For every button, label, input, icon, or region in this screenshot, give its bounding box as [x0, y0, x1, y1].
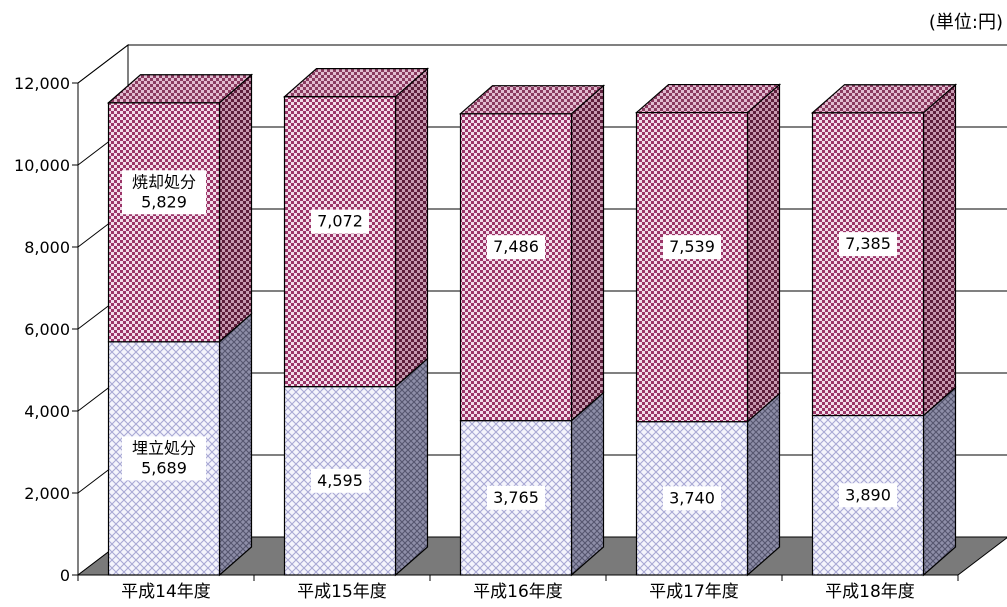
data-label: 3,740	[669, 488, 715, 507]
bar-top	[810, 84, 958, 114]
y-tick-label: 0	[60, 566, 70, 585]
bar-side-landfill	[394, 357, 429, 577]
bar-side-incineration	[218, 73, 253, 344]
data-label: 7,486	[493, 237, 539, 256]
data-label-box	[122, 170, 206, 215]
data-label-box	[839, 232, 897, 257]
data-label-box	[487, 235, 545, 260]
data-label-box	[311, 468, 369, 493]
data-label: 3,890	[845, 485, 891, 504]
bar-side-landfill	[922, 386, 957, 577]
x-category-label: 平成15年度	[297, 582, 387, 602]
bar-side-landfill	[570, 391, 605, 577]
bar-top	[634, 83, 782, 114]
y-tick-label: 8,000	[24, 238, 70, 257]
bar-incineration	[107, 102, 221, 343]
unit-label: (単位:円)	[929, 12, 1003, 33]
y-tick-label: 4,000	[24, 402, 70, 421]
data-label-box	[122, 436, 206, 481]
bar-top	[282, 68, 430, 98]
x-category-label: 平成16年度	[473, 582, 563, 602]
bar-side-incineration	[746, 83, 781, 423]
y-tick-label: 10,000	[14, 156, 70, 175]
data-label-box	[487, 485, 545, 510]
x-category-label: 平成17年度	[649, 582, 739, 602]
x-category-label: 平成14年度	[121, 582, 211, 602]
bar-incineration	[635, 111, 749, 423]
data-label: 7,072	[317, 212, 363, 231]
data-label: 7,385	[845, 234, 891, 253]
data-label: 7,539	[669, 237, 715, 256]
bar-incineration	[459, 113, 573, 422]
data-label-box	[839, 483, 897, 508]
data-label: 3,765	[493, 488, 539, 507]
y-tick-label: 12,000	[14, 74, 70, 93]
bar-side-landfill	[746, 392, 781, 577]
bar-top	[106, 74, 254, 104]
data-label-box	[311, 209, 369, 234]
bar-incineration	[283, 96, 397, 388]
series-name-label: 焼却処分	[132, 172, 196, 191]
y-tick-label: 6,000	[24, 320, 70, 339]
series-name-label: 埋立処分	[132, 438, 196, 457]
gridline-diagonal	[77, 44, 129, 84]
bar-top	[458, 85, 606, 115]
bar-side-incineration	[394, 67, 429, 388]
bar-side-landfill	[218, 312, 253, 577]
data-label-box	[663, 486, 721, 511]
y-tick-label: 2,000	[24, 484, 70, 503]
bar-side-incineration	[922, 83, 957, 417]
data-label: 5,689	[141, 458, 187, 477]
x-category-label: 平成18年度	[825, 582, 915, 602]
data-label-box	[663, 235, 721, 260]
data-label: 5,829	[141, 192, 187, 211]
bar-incineration	[811, 112, 925, 417]
data-label: 4,595	[317, 471, 363, 490]
bar-side-incineration	[570, 84, 605, 422]
